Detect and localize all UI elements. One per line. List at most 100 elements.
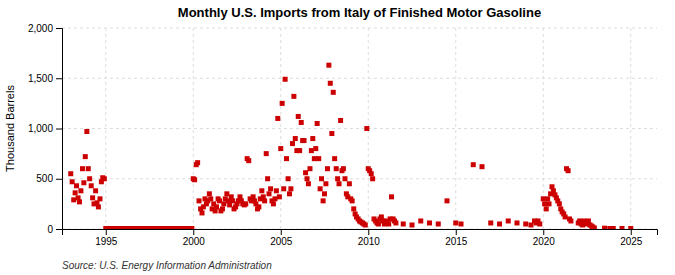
grid-line <box>62 28 657 29</box>
point <box>80 166 85 171</box>
point <box>287 191 292 196</box>
tick-label: 2025 <box>620 236 643 247</box>
chart: 1995 2000 2005 2010 2015 2020 2025 0 500 1,000 1,5… <box>0 0 675 275</box>
point <box>221 201 226 206</box>
point <box>71 197 76 202</box>
tick-mark <box>193 229 194 235</box>
tick: 1,000 <box>28 123 62 134</box>
point <box>541 196 546 201</box>
point <box>277 194 282 199</box>
point <box>341 166 346 171</box>
tick: 2020 <box>533 229 556 247</box>
point <box>305 176 310 181</box>
point <box>544 206 549 211</box>
point <box>318 186 323 191</box>
point <box>89 183 94 188</box>
point <box>342 176 347 181</box>
point <box>74 183 79 188</box>
point <box>418 218 423 223</box>
point <box>217 198 222 203</box>
tick-mark <box>56 129 62 130</box>
point <box>189 226 194 229</box>
tick: 2000 <box>183 229 206 247</box>
point <box>299 120 304 125</box>
point <box>602 226 607 229</box>
point <box>364 126 369 131</box>
point <box>410 222 415 227</box>
point <box>338 118 343 123</box>
point <box>401 221 406 226</box>
point <box>386 221 391 226</box>
tick: 2015 <box>445 229 468 247</box>
point <box>334 166 339 171</box>
point <box>93 188 98 193</box>
point <box>321 198 326 203</box>
tick-mark <box>456 229 457 235</box>
point <box>274 188 279 193</box>
tick-label: 0 <box>47 224 53 235</box>
point <box>70 179 75 184</box>
point <box>319 176 324 181</box>
point <box>370 176 375 181</box>
point <box>297 148 302 153</box>
point <box>267 191 272 196</box>
point <box>293 136 298 141</box>
point <box>393 220 398 225</box>
point <box>246 158 251 163</box>
annotation: Source: U.S. Energy Information Administ… <box>62 260 272 271</box>
point <box>208 196 213 201</box>
point <box>280 101 285 106</box>
point <box>83 154 88 159</box>
point <box>542 201 547 206</box>
point <box>323 181 328 186</box>
point <box>84 129 89 134</box>
point <box>272 196 277 201</box>
point <box>271 201 276 206</box>
point <box>515 220 520 225</box>
y-axis: 0 500 1,000 1,500 2,000 <box>28 23 63 235</box>
tick: 2,000 <box>28 23 62 34</box>
grid-line <box>630 28 631 229</box>
point <box>207 191 212 196</box>
point <box>328 81 333 86</box>
title: Monthly U.S. Imports from Italy of Finis… <box>178 5 541 20</box>
tick-label: 2010 <box>358 236 381 247</box>
point <box>90 195 95 200</box>
tick: 500 <box>36 173 62 184</box>
point <box>87 176 92 181</box>
tick: 1,500 <box>28 73 62 84</box>
tick-label: 1995 <box>95 236 118 247</box>
point <box>259 188 264 193</box>
grid <box>62 28 657 229</box>
point <box>291 94 296 99</box>
tick-mark <box>106 229 107 235</box>
point <box>78 188 83 193</box>
point <box>86 166 91 171</box>
point <box>283 77 288 82</box>
tick-label: 2,000 <box>28 23 53 34</box>
point <box>197 198 202 203</box>
point <box>453 220 458 225</box>
tick-label: 2005 <box>270 236 293 247</box>
grid-line <box>193 28 194 229</box>
point <box>288 186 293 191</box>
tick: 1995 <box>95 229 118 247</box>
point <box>195 160 200 165</box>
point <box>68 171 73 176</box>
tick-mark <box>56 28 62 29</box>
tick: 2025 <box>620 229 643 247</box>
point <box>230 198 235 203</box>
point <box>96 204 101 209</box>
point <box>427 220 432 225</box>
point <box>347 181 352 186</box>
tick-mark <box>56 78 62 79</box>
point <box>306 181 311 186</box>
point <box>307 166 312 171</box>
point <box>568 218 573 223</box>
point <box>316 156 321 161</box>
point <box>278 146 283 151</box>
point <box>445 198 450 203</box>
point <box>284 156 289 161</box>
point <box>363 222 368 227</box>
point <box>471 162 476 167</box>
